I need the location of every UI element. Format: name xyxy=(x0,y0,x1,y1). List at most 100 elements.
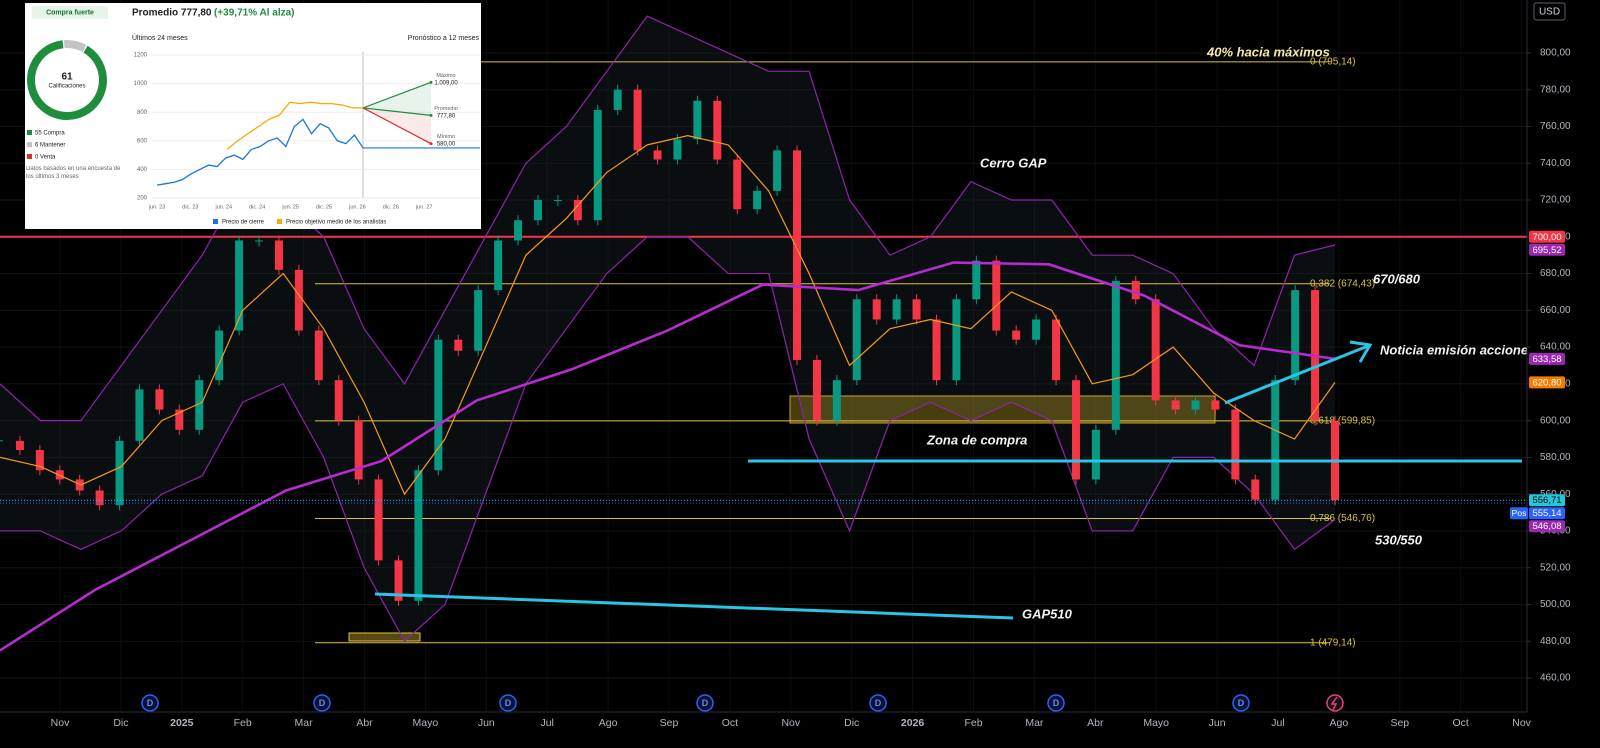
candle xyxy=(852,299,861,381)
y-tick-label: 500,00 xyxy=(1540,599,1571,610)
price-tag xyxy=(1529,243,1565,256)
candle xyxy=(494,240,503,291)
dividend-marker xyxy=(869,694,887,712)
annotation: 40% hacia máximos xyxy=(1206,44,1330,59)
y-tick-label: 480,00 xyxy=(1540,636,1571,647)
alert-icon xyxy=(1326,694,1344,712)
rating: Compra fuerte xyxy=(46,9,94,16)
x-tick-label: Oct xyxy=(1453,717,1469,729)
candle xyxy=(753,190,762,210)
annotation: 670/680 xyxy=(1373,271,1421,286)
candle xyxy=(314,330,323,381)
card-y-label: 400 xyxy=(137,167,148,173)
forecast-value: 580,00 xyxy=(437,142,456,148)
candle xyxy=(195,380,204,430)
price-tag xyxy=(1529,376,1565,389)
candle xyxy=(434,339,443,471)
forecast-title: Mínimo xyxy=(437,134,455,140)
x-tick-label: Abr xyxy=(356,717,373,729)
candle xyxy=(1291,290,1300,381)
candle xyxy=(653,150,662,160)
x-tick-label: Jul xyxy=(1271,717,1284,729)
drawings: 40% hacia máximos Cerro GAP 670/680 Noti… xyxy=(141,44,1535,712)
dividend-marker xyxy=(696,694,714,712)
dividend-marker xyxy=(1232,694,1250,712)
card-y-label: 600 xyxy=(137,138,148,144)
candle xyxy=(1231,409,1240,480)
note-box: Datos basados en una encuesta de los últ… xyxy=(26,166,120,180)
candle xyxy=(474,290,483,351)
buy-zone xyxy=(789,395,1216,424)
candle xyxy=(1032,319,1041,340)
candle xyxy=(553,200,562,202)
currency-box[interactable] xyxy=(1533,2,1566,21)
card-y-label: 800 xyxy=(137,110,148,116)
change: (+39,71% Al alza) xyxy=(214,8,295,19)
candle xyxy=(912,299,921,320)
card-x-label: dic. 24 xyxy=(249,204,265,210)
caption: Pronóstico a 12 meses xyxy=(408,35,480,42)
card-x-label: jun. 26 xyxy=(348,204,366,210)
donut-segment xyxy=(27,40,107,120)
price-tag xyxy=(1529,507,1565,520)
dividend-label: D xyxy=(1053,698,1060,708)
dividend-marker xyxy=(1047,694,1065,712)
y-tick-label: 780,00 xyxy=(1540,84,1571,95)
candle xyxy=(394,560,403,601)
forecast-value: 1.009,00 xyxy=(434,80,458,86)
annotation: Zona de compra xyxy=(926,432,1027,447)
price-tag-label: 700,00 xyxy=(1532,232,1561,243)
forecast-value: 777,80 xyxy=(437,113,456,119)
price-tag-label: 556,71 xyxy=(1532,495,1561,506)
candle xyxy=(673,139,682,160)
x-tick-label: Sep xyxy=(660,717,679,729)
headline: Promedio 777,80 xyxy=(132,8,212,19)
dividend-label: D xyxy=(319,698,326,708)
x-tick-label: Nov xyxy=(781,717,800,729)
x-tick-label: Mayo xyxy=(1143,717,1169,729)
candle xyxy=(1251,479,1260,500)
candle xyxy=(892,299,901,320)
forecast-point xyxy=(429,113,433,117)
x-tick-label: Dic xyxy=(844,717,859,729)
candle xyxy=(514,220,523,241)
legend-swatch xyxy=(27,142,32,147)
legend-label: 6 Mantener xyxy=(35,143,65,149)
candle xyxy=(235,240,244,331)
annotation: GAP510 xyxy=(1022,606,1073,621)
price-tag-label: 695,52 xyxy=(1532,245,1561,256)
dividend-label: D xyxy=(702,698,709,708)
candle xyxy=(135,389,144,441)
card-legend-swatch xyxy=(277,219,282,224)
candle xyxy=(1151,299,1160,401)
annotation: Cerro GAP xyxy=(980,155,1047,170)
candle xyxy=(633,89,642,151)
fib-label: 1 (479,14) xyxy=(1310,637,1356,648)
card-y-label: 200 xyxy=(137,196,148,202)
candle xyxy=(773,150,782,191)
candle xyxy=(832,380,841,421)
candle xyxy=(1211,400,1220,410)
candle xyxy=(294,269,303,331)
dividend-label: D xyxy=(147,698,154,708)
price-tag xyxy=(1529,520,1565,533)
candle xyxy=(115,440,124,506)
x-tick-label: Jul xyxy=(540,717,553,729)
x-tick-label: Sep xyxy=(1390,717,1409,729)
forecast-line xyxy=(362,107,432,145)
fib-label: 0,618 (599,85) xyxy=(1310,416,1375,427)
candle xyxy=(932,319,941,381)
price-tag-label: 620,80 xyxy=(1532,377,1561,388)
x-tick-label: Feb xyxy=(964,717,982,729)
candle xyxy=(573,200,582,221)
candle xyxy=(872,299,881,320)
candle xyxy=(812,359,821,421)
candle xyxy=(713,100,722,160)
card-x-label: jun. 24 xyxy=(215,204,233,210)
y-tick-label: 640,00 xyxy=(1540,342,1571,353)
grid xyxy=(0,0,1527,712)
candle xyxy=(593,109,602,221)
y-tick-label: 520,00 xyxy=(1540,562,1571,573)
